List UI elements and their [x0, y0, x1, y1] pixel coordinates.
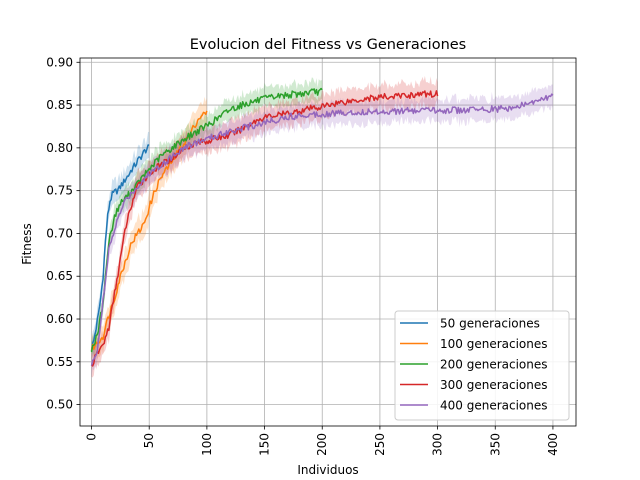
x-tick-label: 100 — [200, 433, 214, 456]
y-tick-label: 0.70 — [46, 226, 73, 240]
x-tick-label: 50 — [142, 433, 156, 448]
legend-label: 400 generaciones — [440, 399, 548, 413]
y-axis-ticks: 0.50 0.55 0.60 0.65 0.70 0.75 0.80 0.85 0.90 — [46, 55, 80, 412]
x-tick-label: 350 — [488, 433, 502, 456]
legend-label: 50 generaciones — [440, 317, 540, 331]
legend-label: 200 generaciones — [440, 358, 548, 372]
y-tick-label: 0.65 — [46, 269, 73, 283]
x-axis-label: Individuos — [297, 463, 358, 477]
y-tick-label: 0.80 — [46, 141, 73, 155]
x-tick-label: 0 — [85, 433, 99, 441]
x-tick-label: 400 — [546, 433, 560, 456]
chart-title: Evolucion del Fitness vs Generaciones — [190, 37, 467, 53]
series-band — [91, 84, 553, 378]
legend-box — [394, 310, 570, 421]
series-band — [91, 131, 150, 360]
series-line — [91, 90, 439, 367]
series-lines — [90, 87, 554, 367]
y-tick-label: 0.85 — [46, 98, 73, 112]
chart-legend: 50 generaciones 100 generaciones 200 gener… — [394, 310, 570, 421]
x-tick-label: 250 — [373, 433, 387, 456]
series-line — [90, 93, 554, 366]
x-tick-label: 300 — [431, 433, 445, 456]
x-tick-label: 150 — [258, 433, 272, 456]
legend-label: 100 generaciones — [440, 337, 548, 351]
y-axis-label: Fitness — [20, 223, 34, 265]
x-tick-label: 200 — [315, 433, 329, 456]
series-line — [90, 144, 150, 352]
y-tick-label: 0.55 — [46, 355, 73, 369]
y-tick-label: 0.75 — [46, 184, 73, 198]
plot-area-frame — [79, 57, 577, 427]
legend-label: 300 generaciones — [440, 378, 548, 392]
y-tick-label: 0.60 — [46, 312, 73, 326]
y-tick-label: 0.90 — [46, 55, 73, 69]
series-band — [91, 77, 323, 363]
x-axis-ticks: 0 50 100 150 200 250 300 350 400 — [85, 426, 560, 456]
series-band — [91, 96, 207, 363]
y-tick-label: 0.50 — [46, 398, 73, 412]
